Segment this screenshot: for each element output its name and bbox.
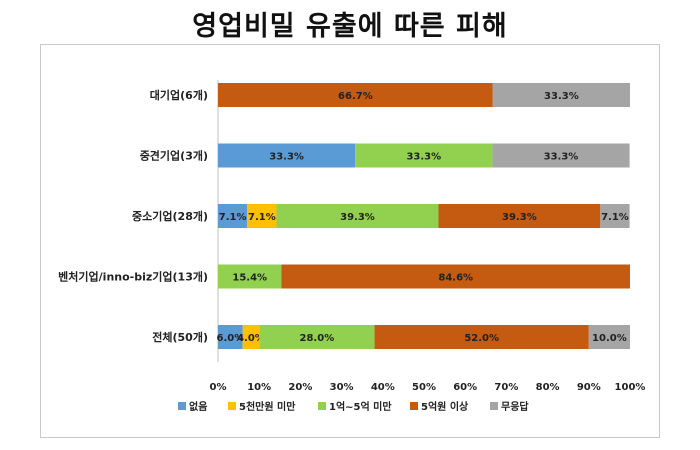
category-label: 중소기업(28개) bbox=[132, 209, 208, 223]
x-tick-label: 30% bbox=[330, 382, 354, 393]
category-label: 중견기업(3개) bbox=[140, 149, 208, 163]
x-tick-label: 50% bbox=[412, 382, 436, 393]
data-label: 39.3% bbox=[502, 212, 537, 223]
legend-swatch bbox=[228, 402, 236, 410]
legend-label: 5천만원 미만 bbox=[239, 400, 296, 413]
data-label: 33.3% bbox=[269, 152, 304, 163]
legend-label: 1억~5억 미만 bbox=[329, 400, 392, 413]
x-tick-label: 100% bbox=[615, 382, 646, 393]
data-label: 33.3% bbox=[544, 152, 579, 163]
bar-segment bbox=[374, 325, 589, 349]
x-tick-label: 40% bbox=[371, 382, 395, 393]
bar-segment bbox=[355, 143, 493, 168]
x-tick-label: 20% bbox=[288, 382, 312, 393]
x-tick-label: 80% bbox=[536, 382, 560, 393]
legend-swatch bbox=[410, 402, 418, 410]
data-label: 15.4% bbox=[232, 273, 267, 284]
data-label: 7.1% bbox=[248, 212, 276, 223]
bar-segment bbox=[218, 325, 243, 349]
category-label: 전체(50개) bbox=[152, 330, 208, 344]
bar-segment bbox=[588, 325, 630, 349]
bar-segment bbox=[259, 325, 375, 349]
x-tick-label: 0% bbox=[210, 382, 227, 393]
category-label: 대기업(6개) bbox=[150, 88, 208, 102]
legend-label: 무응답 bbox=[501, 401, 529, 413]
category-label: 벤처기업/inno-biz기업(13개) bbox=[58, 270, 208, 284]
chart-title: 영업비밀 유출에 따른 피해 bbox=[192, 11, 508, 42]
data-label: 7.1% bbox=[601, 212, 629, 223]
data-label: 33.3% bbox=[544, 91, 579, 102]
legend-label: 없음 bbox=[189, 400, 207, 413]
bar-segment bbox=[600, 204, 630, 228]
legend-label: 5억원 이상 bbox=[421, 400, 469, 413]
bar-segment bbox=[218, 143, 356, 168]
x-tick-label: 70% bbox=[494, 382, 518, 393]
data-label: 7.1% bbox=[219, 212, 247, 223]
data-label: 4.0% bbox=[237, 333, 265, 344]
bar-segment bbox=[276, 204, 439, 228]
data-label: 84.6% bbox=[438, 273, 473, 284]
data-label: 6.0% bbox=[216, 333, 244, 344]
bar-segment bbox=[242, 325, 260, 349]
x-tick-label: 10% bbox=[247, 382, 271, 393]
bar-segment bbox=[492, 83, 630, 107]
x-tick-label: 60% bbox=[453, 382, 477, 393]
data-label: 33.3% bbox=[406, 152, 441, 163]
data-label: 10.0% bbox=[592, 333, 627, 344]
chart-frame bbox=[40, 44, 660, 438]
bar-segment bbox=[218, 204, 248, 228]
data-label: 52.0% bbox=[464, 333, 499, 344]
bar-segment bbox=[438, 204, 601, 228]
legend-swatch bbox=[318, 402, 326, 410]
bar-segment bbox=[218, 83, 493, 107]
legend-swatch bbox=[490, 402, 498, 410]
data-label: 66.7% bbox=[338, 91, 373, 102]
bar-segment bbox=[492, 143, 630, 168]
bar-segment bbox=[218, 264, 282, 289]
legend-swatch bbox=[178, 402, 186, 410]
bar-segment bbox=[281, 264, 630, 289]
data-label: 28.0% bbox=[300, 333, 335, 344]
x-tick-label: 90% bbox=[577, 382, 601, 393]
bar-segment bbox=[247, 204, 277, 228]
data-label: 39.3% bbox=[340, 212, 375, 223]
